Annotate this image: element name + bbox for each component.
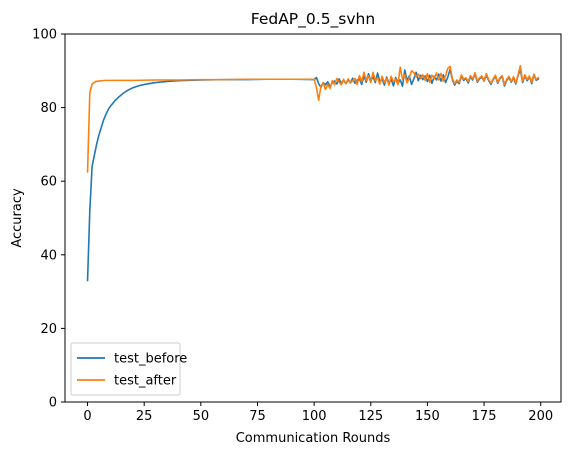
y-tick-label: 80 [40, 101, 57, 116]
x-tick-label: 0 [83, 409, 91, 424]
y-tick-label: 0 [49, 396, 57, 411]
chart-title: FedAP_0.5_svhn [251, 10, 375, 29]
series-line-test-after [86, 64, 540, 173]
plot-area [65, 34, 561, 402]
x-tick-label: 175 [472, 409, 497, 424]
x-tick-label: 50 [193, 409, 210, 424]
x-tick-label: 150 [415, 409, 440, 424]
y-tick-label: 40 [40, 248, 57, 263]
y-tick-label: 60 [40, 175, 57, 190]
x-tick-label: 125 [358, 409, 383, 424]
legend-box [70, 342, 181, 396]
x-tick-label: 25 [136, 409, 153, 424]
x-axis-ticks: 0 25 50 75 100 125 150 175 200 [83, 402, 553, 424]
legend-label-test-before: test_before [114, 352, 187, 367]
series-lines [86, 64, 540, 282]
y-axis-ticks: 0 20 40 60 80 100 [32, 28, 65, 411]
plot-frame [64, 33, 562, 403]
legend-label-test-after: test_after [114, 374, 177, 389]
x-tick-label: 75 [249, 409, 266, 424]
y-tick-label: 100 [32, 28, 57, 43]
x-tick-label: 100 [302, 409, 327, 424]
x-tick-label: 200 [528, 409, 553, 424]
x-axis-label: Communication Rounds [236, 431, 391, 446]
y-tick-label: 20 [40, 322, 57, 337]
y-axis-label: Accuracy [10, 188, 25, 248]
legend: test_before test_after [70, 342, 187, 396]
